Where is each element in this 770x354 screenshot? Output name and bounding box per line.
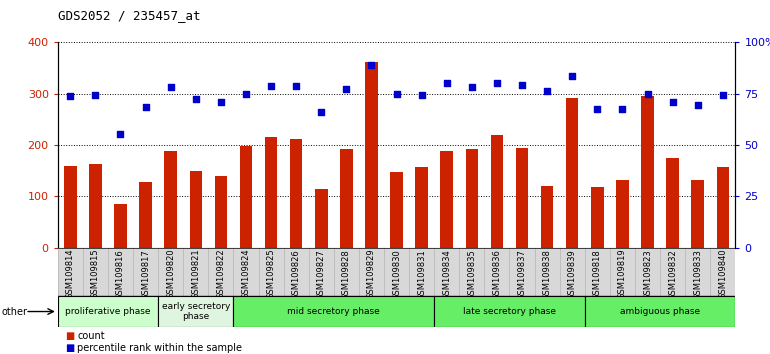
Point [239, 91, 252, 97]
Point [566, 74, 578, 79]
Text: GSM109817: GSM109817 [141, 249, 150, 299]
Point [265, 83, 277, 88]
Text: GSM109826: GSM109826 [292, 249, 300, 299]
Bar [215, 176, 227, 248]
Bar [440, 151, 453, 248]
Text: GSM109831: GSM109831 [417, 249, 426, 299]
Bar [390, 172, 403, 248]
Point [189, 96, 202, 102]
Text: GSM109828: GSM109828 [342, 249, 351, 299]
Text: GSM109819: GSM109819 [618, 249, 627, 299]
Bar [58, 296, 158, 327]
Bar [233, 296, 434, 327]
Text: GSM109822: GSM109822 [216, 249, 226, 299]
Text: GDS2052 / 235457_at: GDS2052 / 235457_at [58, 9, 200, 22]
Bar [616, 179, 628, 248]
Text: ambiguous phase: ambiguous phase [620, 307, 700, 316]
Point [416, 92, 428, 98]
Bar [415, 167, 428, 248]
Bar [165, 151, 177, 248]
Point [365, 62, 377, 67]
Bar [315, 189, 327, 248]
Point [691, 102, 704, 107]
Bar [265, 137, 277, 248]
Text: GSM109836: GSM109836 [493, 249, 501, 299]
Point [315, 109, 327, 115]
Point [641, 91, 654, 97]
Point [340, 86, 353, 92]
Text: GSM109835: GSM109835 [467, 249, 477, 299]
Text: GSM109829: GSM109829 [367, 249, 376, 299]
Text: proliferative phase: proliferative phase [65, 307, 151, 316]
Text: GSM109820: GSM109820 [166, 249, 176, 299]
Text: GSM109825: GSM109825 [266, 249, 276, 299]
Bar [516, 148, 528, 248]
Point [89, 92, 102, 98]
Bar [641, 96, 654, 248]
Text: GSM109830: GSM109830 [392, 249, 401, 299]
Point [516, 82, 528, 87]
Bar [64, 166, 76, 248]
Point [440, 80, 453, 86]
Text: GSM109815: GSM109815 [91, 249, 100, 299]
Bar [541, 186, 554, 248]
Point [667, 99, 679, 105]
Bar [666, 159, 679, 248]
Bar [158, 296, 233, 327]
Point [541, 88, 554, 94]
Bar [89, 164, 102, 248]
Bar [717, 167, 729, 248]
Text: GSM109816: GSM109816 [116, 249, 125, 299]
Point [390, 91, 403, 97]
Bar [114, 204, 127, 248]
Text: GSM109838: GSM109838 [543, 249, 551, 299]
Text: late secretory phase: late secretory phase [463, 307, 556, 316]
Point [717, 92, 729, 98]
Bar [466, 149, 478, 248]
Point [466, 84, 478, 90]
Point [64, 93, 76, 99]
Point [591, 106, 604, 112]
Point [616, 106, 628, 112]
Text: GSM109824: GSM109824 [242, 249, 250, 299]
Text: other: other [2, 307, 28, 317]
Point [490, 80, 503, 85]
Point [114, 131, 126, 137]
Bar [434, 296, 584, 327]
Bar [340, 149, 353, 248]
Text: GSM109832: GSM109832 [668, 249, 677, 299]
Text: ■: ■ [65, 343, 75, 353]
Bar [290, 139, 303, 248]
Bar [365, 62, 378, 248]
Point [290, 83, 303, 88]
Text: count: count [77, 331, 105, 341]
Point [139, 104, 152, 110]
Bar [239, 146, 253, 248]
Text: mid secretory phase: mid secretory phase [287, 307, 380, 316]
Bar [584, 296, 735, 327]
Text: GSM109821: GSM109821 [191, 249, 200, 299]
Bar [189, 171, 202, 248]
Bar [566, 98, 578, 248]
Text: GSM109840: GSM109840 [718, 249, 728, 299]
Text: GSM109814: GSM109814 [65, 249, 75, 299]
Bar [139, 182, 152, 248]
Bar [490, 135, 504, 248]
Point [215, 99, 227, 104]
Text: GSM109818: GSM109818 [593, 249, 602, 299]
Text: GSM109837: GSM109837 [517, 249, 527, 299]
Text: GSM109827: GSM109827 [316, 249, 326, 299]
Bar [591, 187, 604, 248]
Text: GSM109834: GSM109834 [442, 249, 451, 299]
Text: percentile rank within the sample: percentile rank within the sample [77, 343, 242, 353]
Text: GSM109833: GSM109833 [693, 249, 702, 299]
Text: ■: ■ [65, 331, 75, 341]
Bar [691, 180, 704, 248]
Text: GSM109823: GSM109823 [643, 249, 652, 299]
Text: early secretory
phase: early secretory phase [162, 302, 230, 321]
Point [165, 84, 177, 90]
Text: GSM109839: GSM109839 [567, 249, 577, 299]
